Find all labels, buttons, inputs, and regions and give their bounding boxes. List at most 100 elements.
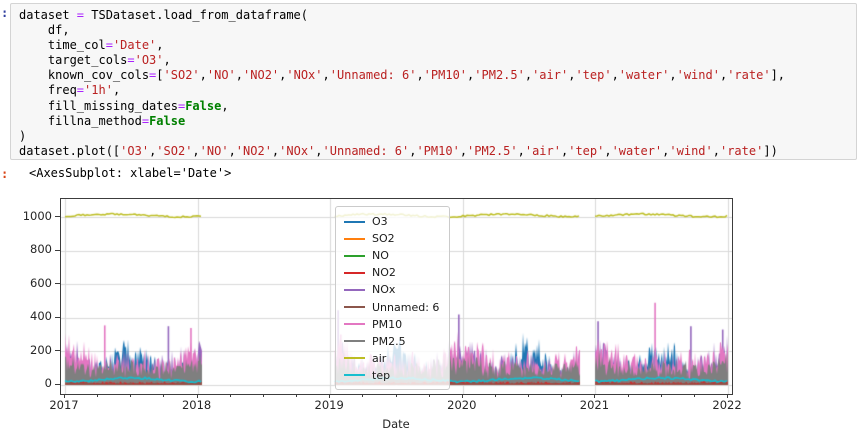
code-token: ,	[199, 68, 207, 83]
code-line: known_cov_cols=['SO2','NO','NO2','NOx','…	[19, 68, 856, 83]
code-token: 'rate'	[719, 143, 764, 158]
code-token: =	[141, 113, 150, 128]
code-line: dataset.plot(['O3','SO2','NO','NO2','NOx…	[19, 144, 856, 159]
code-token: ,	[192, 143, 200, 158]
code-token: dataset	[19, 8, 77, 22]
code-token: freq	[19, 83, 77, 98]
x-minor-tick-mark	[561, 394, 562, 397]
code-token: 'PM2.5'	[467, 143, 518, 158]
code-token: ,	[568, 68, 576, 83]
legend-line-swatch	[344, 357, 365, 360]
code-token: ,	[712, 143, 720, 158]
legend-item: SO2	[344, 230, 449, 247]
code-token: ,	[611, 68, 619, 83]
x-minor-tick-mark	[628, 394, 629, 397]
code-token: 'Unnamed: 6'	[329, 68, 417, 83]
legend-line-swatch	[344, 220, 365, 223]
x-minor-tick-mark	[396, 394, 397, 397]
code-token: fill_missing_dates	[19, 98, 178, 113]
x-tick-label: 2020	[447, 398, 477, 412]
code-editor[interactable]: dataset = TSDataset.load_from_dataframe(…	[19, 8, 856, 159]
code-token: 'O3'	[134, 53, 164, 68]
code-token: ,	[221, 98, 229, 113]
code-token: dataset.plot([	[19, 143, 121, 158]
legend: O3 SO2 NO NO2 NOx Unnamed: 6 PM10 PM2.5 air tep	[335, 206, 450, 390]
x-axis-label: Date	[382, 417, 410, 431]
x-minor-tick-mark	[163, 394, 164, 397]
code-token: ,	[235, 68, 244, 83]
legend-label: PM2.5	[372, 334, 406, 348]
code-token: 'rate'	[727, 68, 771, 83]
code-token: 'NO'	[206, 68, 236, 83]
x-tick-label: 2017	[49, 398, 79, 412]
code-token: 'NO2'	[243, 68, 280, 83]
x-minor-tick-mark	[362, 394, 363, 397]
y-tick-label: 800	[30, 242, 52, 257]
code-token: =	[127, 53, 135, 68]
code-token: 'water'	[611, 143, 663, 158]
code-token: ,	[271, 143, 280, 158]
y-tick-label: 0	[44, 376, 52, 391]
code-token: 'NOx'	[286, 68, 323, 83]
x-minor-tick-mark	[130, 394, 131, 397]
legend-item: PM10	[344, 316, 449, 333]
x-minor-tick-mark	[429, 394, 430, 397]
code-token: ,	[112, 83, 121, 98]
code-token: ,	[416, 68, 424, 83]
y-tick-label: 600	[30, 275, 52, 290]
code-token: ,	[669, 68, 677, 83]
code-token: 'tep'	[568, 143, 605, 158]
legend-line-swatch	[344, 254, 365, 257]
x-minor-tick-mark	[528, 394, 529, 397]
code-token: '1h'	[84, 83, 113, 98]
code-line: df,	[19, 23, 856, 38]
y-tick-mark	[55, 216, 60, 217]
code-token: 'PM10'	[416, 143, 460, 158]
x-tick-label: 2018	[181, 398, 212, 412]
legend-item: Unnamed: 6	[344, 298, 449, 315]
x-tick-label: 2019	[314, 398, 344, 412]
code-token: 'O3'	[120, 143, 150, 158]
y-tick-mark	[55, 350, 60, 351]
y-tick-label: 400	[30, 309, 52, 324]
legend-label: O3	[372, 215, 388, 229]
x-tick-label: 2021	[579, 398, 610, 412]
legend-label: air	[372, 351, 387, 365]
x-minor-tick-mark	[495, 394, 496, 397]
code-token: =	[76, 8, 85, 22]
legend-label: tep	[372, 368, 391, 382]
code-token: TSDataset.load_from_dataframe(	[84, 8, 308, 22]
legend-item: NO	[344, 247, 449, 264]
code-line: dataset = TSDataset.load_from_dataframe(	[19, 8, 856, 23]
code-token: =	[149, 68, 157, 83]
y-tick-mark	[55, 250, 60, 251]
code-token: 'NOx'	[279, 143, 316, 158]
y-tick-label: 200	[30, 342, 52, 357]
legend-line-swatch	[344, 306, 365, 309]
code-token: =	[76, 83, 85, 98]
code-token: 'SO2'	[163, 68, 200, 83]
x-minor-tick-mark	[661, 394, 662, 397]
legend-label: NO2	[372, 266, 396, 280]
code-token: 'PM2.5'	[474, 68, 525, 83]
code-token: ,	[604, 143, 612, 158]
legend-item: O3	[344, 213, 449, 230]
code-token: 'wind'	[676, 68, 720, 83]
code-cell[interactable]: dataset = TSDataset.load_from_dataframe(…	[10, 3, 857, 160]
legend-line-swatch	[344, 288, 365, 291]
x-tick-mark	[594, 394, 595, 398]
legend-label: NOx	[372, 283, 396, 297]
code-token: ,	[163, 53, 171, 68]
legend-item: PM2.5	[344, 333, 449, 350]
legend-item: NOx	[344, 281, 449, 298]
code-line: )	[19, 129, 856, 144]
x-minor-tick-mark	[230, 394, 231, 397]
code-line: time_col='Date',	[19, 38, 856, 53]
input-prompt: :	[1, 6, 9, 20]
code-token: ,	[228, 143, 236, 158]
code-token: fillna_method	[19, 113, 142, 128]
code-token: ])	[763, 143, 778, 158]
code-token: False	[149, 113, 186, 128]
x-minor-tick-mark	[263, 394, 264, 397]
y-tick-label: 1000	[22, 208, 52, 223]
